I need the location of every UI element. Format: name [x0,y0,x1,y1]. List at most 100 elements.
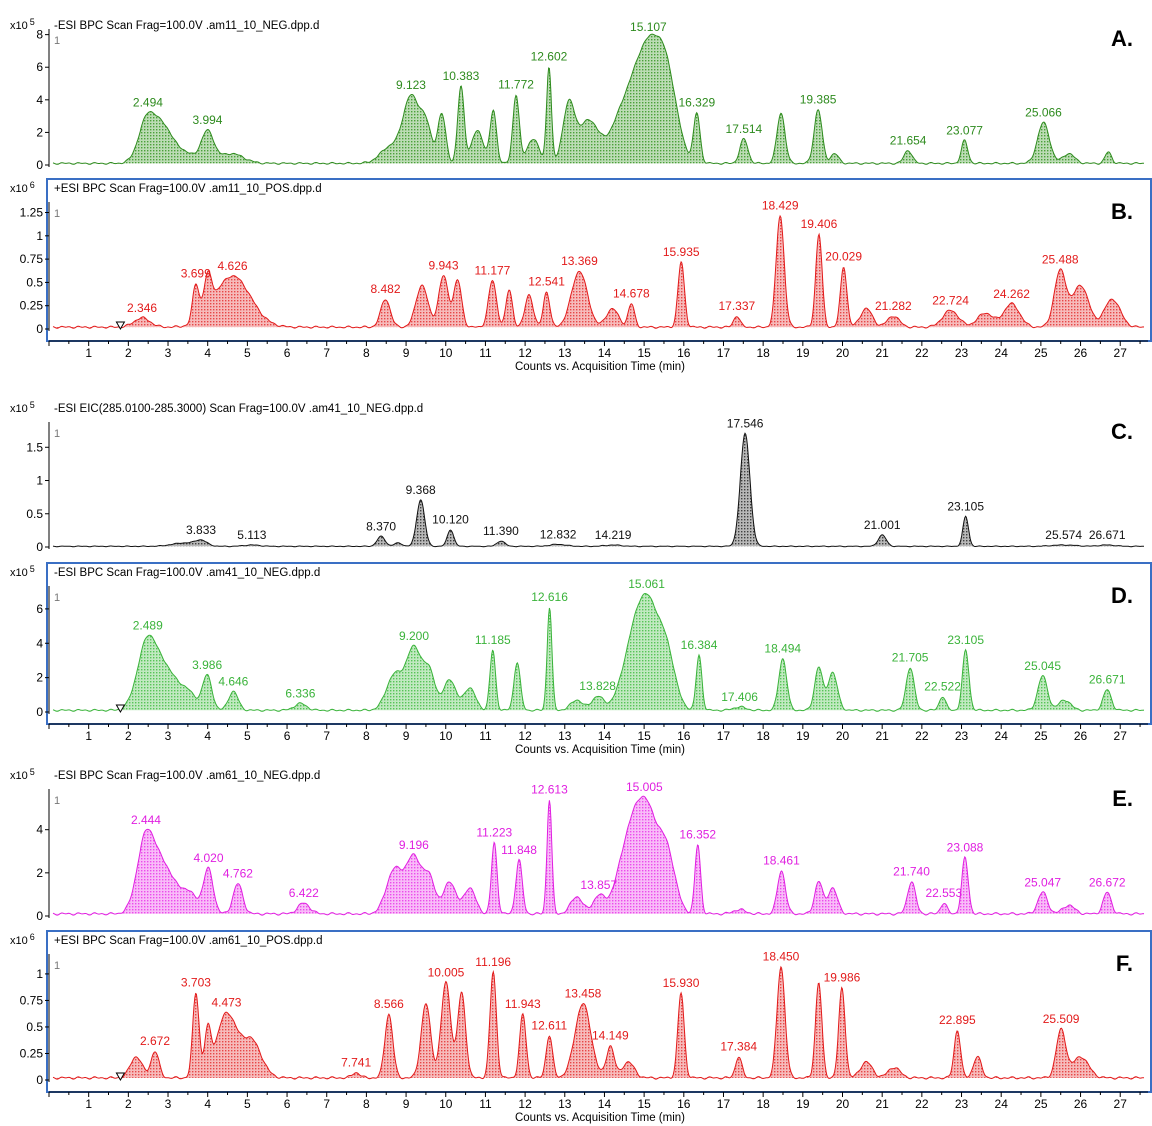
trace-number: 1 [54,35,60,47]
peak-label: 18.461 [763,854,800,868]
trace-number: 1 [54,428,60,440]
y-tick-label: 8 [36,28,43,42]
x-tick-label: 10 [439,1097,453,1111]
x-tick-label: 2 [125,729,132,743]
panel-title: -ESI BPC Scan Frag=100.0V .am11_10_NEG.d… [54,20,319,32]
peak-label: 2.672 [140,1034,170,1048]
peak-label: 9.196 [399,838,429,852]
x-tick-label: 6 [284,729,291,743]
peak-label: 4.473 [211,996,241,1010]
panel-title: -ESI EIC(285.0100-285.3000) Scan Frag=10… [54,403,423,415]
peak-label: 16.384 [681,638,718,652]
x-tick-label: 17 [717,1097,731,1111]
x-tick-label: 27 [1114,1097,1128,1111]
x-tick-label: 25 [1034,346,1048,360]
x-tick-label: 5 [244,346,251,360]
y-tick-label: 0.75 [20,993,44,1007]
x-tick-label: 12 [518,729,532,743]
x-tick-label: 21 [875,729,889,743]
peak-label: 3.986 [192,658,222,672]
peak-label: 6.336 [285,686,315,700]
peak-label: 2.346 [127,301,157,315]
peak-label: 12.832 [540,527,577,541]
y-tick-label: 2 [36,866,43,880]
peak-label: 23.105 [947,499,984,513]
peak-label: 22.553 [925,886,962,900]
peak-label: 18.429 [762,198,799,212]
x-tick-label: 11 [479,346,492,360]
peak-label: 11.390 [483,524,519,538]
x-tick-label: 27 [1114,729,1128,743]
peak-label: 9.943 [428,259,458,273]
peak-label: 16.352 [679,828,716,842]
peak-label: 22.724 [932,293,969,307]
trace-area [53,796,1144,916]
x-tick-label: 24 [995,1097,1009,1111]
peak-label: 19.385 [800,93,837,107]
y-tick-label: 0 [36,1073,43,1087]
x-tick-label: 25 [1034,1097,1048,1111]
peak-label: 3.699 [181,266,211,280]
y-tick-label: 2 [36,671,43,685]
peak-label: 20.029 [825,250,862,264]
y-tick-label: 1.5 [26,440,43,454]
x-tick-label: 26 [1074,1097,1088,1111]
x-tick-label: 8 [363,346,370,360]
trace-line [52,33,1145,165]
x-tick-label: 23 [955,1097,969,1111]
x-tick-label: 5 [244,1097,251,1111]
x-tick-label: 10 [439,729,453,743]
peak-label: 3.703 [181,975,211,989]
y-scale-label: x10 5 [10,767,35,782]
peak-label: 10.383 [443,69,480,83]
y-tick-label: 6 [36,60,43,74]
y-tick-label: 4 [36,636,43,650]
peak-label: 13.828 [579,679,616,693]
chromatogram-panel-4: x10 5 -ESI BPC Scan Frag=100.0V .am41_10_N… [10,562,1152,756]
y-scale-label: x10 5 [10,17,35,32]
trace-area [53,593,1144,712]
peak-label: 4.626 [218,259,248,273]
x-tick-label: 26 [1074,729,1088,743]
peak-label: 10.120 [432,513,469,527]
x-tick-label: 9 [403,1097,410,1111]
peak-label: 10.005 [428,965,465,979]
peak-label: 18.494 [764,642,801,656]
x-tick-label: 27 [1114,346,1128,360]
peak-label: 17.546 [727,416,764,430]
x-tick-label: 15 [637,346,651,360]
peak-label: 12.616 [531,590,568,604]
peak-label: 12.611 [531,1018,567,1032]
start-marker [115,321,126,331]
x-tick-label: 22 [915,1097,929,1111]
peak-label: 21.001 [864,518,901,532]
peak-label: 14.149 [592,1029,629,1043]
panel-title: -ESI BPC Scan Frag=100.0V .am41_10_NEG.d… [54,567,320,579]
x-tick-label: 15 [637,1097,651,1111]
peak-label: 8.566 [374,997,404,1011]
peak-label: 5.113 [237,528,266,542]
peak-label: 12.602 [531,49,568,63]
peak-label: 4.762 [223,867,253,881]
peak-label: 17.406 [721,690,758,704]
peak-label: 25.045 [1024,659,1061,673]
peak-label: 16.329 [679,96,716,110]
x-tick-label: 23 [955,346,969,360]
peak-label: 25.047 [1024,875,1061,889]
x-tick-label: 22 [915,346,929,360]
x-tick-label: 21 [875,346,889,360]
peak-label: 21.740 [893,864,930,878]
peak-label: 21.705 [892,650,929,664]
y-tick-label: 1 [36,967,43,981]
x-tick-label: 17 [717,346,731,360]
trace-line [52,592,1145,712]
x-tick-label: 12 [518,346,532,360]
x-tick-label: 2 [125,1097,132,1111]
peak-label: 12.613 [531,782,568,796]
panel-letter: A. [1111,26,1133,51]
x-tick-label: 18 [756,1097,770,1111]
peak-label: 11.177 [475,264,511,278]
x-tick-label: 11 [479,729,492,743]
x-tick-label: 22 [915,729,929,743]
x-tick-label: 16 [677,1097,691,1111]
